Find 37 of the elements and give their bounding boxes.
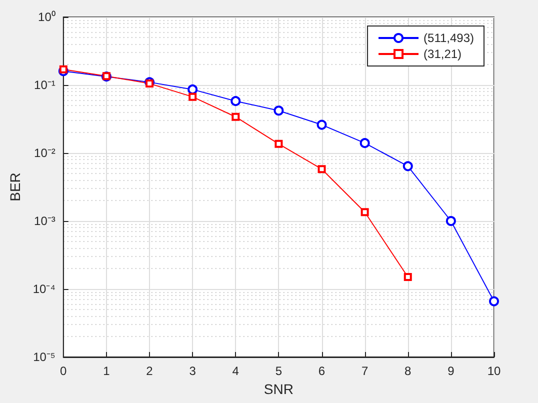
x-tick-label: 9 bbox=[448, 364, 455, 378]
x-tick-label: 5 bbox=[275, 364, 282, 378]
x-tick-label: 7 bbox=[361, 364, 368, 378]
x-tick-label: 2 bbox=[146, 364, 154, 378]
y-tick-label: 10⁻¹ bbox=[34, 78, 56, 92]
point bbox=[404, 273, 412, 282]
x-tick-label: 0 bbox=[60, 364, 68, 378]
legend-label: (31,21) bbox=[424, 47, 462, 61]
point bbox=[360, 208, 369, 216]
point bbox=[274, 106, 284, 116]
x-axis-title: SNR bbox=[264, 380, 294, 397]
point bbox=[230, 96, 241, 106]
point bbox=[232, 112, 240, 121]
y-tick-label: 10⁰ bbox=[38, 10, 56, 24]
point bbox=[446, 216, 456, 226]
x-tick-label: 8 bbox=[404, 364, 412, 378]
point bbox=[188, 92, 197, 101]
x-tick-label: 1 bbox=[103, 364, 110, 378]
x-tick-label: 3 bbox=[189, 364, 196, 378]
legend-label: (511,493) bbox=[424, 31, 474, 45]
x-tick-label: 6 bbox=[318, 364, 326, 378]
point bbox=[146, 80, 154, 88]
x-tick-label: 10 bbox=[487, 364, 501, 378]
y-axis-title: BER bbox=[7, 172, 23, 202]
point bbox=[59, 65, 68, 74]
x-tick-label: 4 bbox=[232, 364, 240, 378]
y-tick-label: 10⁻⁵ bbox=[33, 350, 56, 364]
y-tick-label: 10⁻⁴ bbox=[32, 282, 56, 296]
point bbox=[360, 138, 370, 148]
point bbox=[188, 84, 198, 94]
point bbox=[318, 165, 326, 174]
point bbox=[489, 296, 499, 306]
y-tick-label: 10⁻² bbox=[34, 146, 56, 160]
point bbox=[274, 140, 283, 148]
point bbox=[402, 161, 413, 172]
point bbox=[316, 120, 327, 130]
y-tick-label: 10⁻³ bbox=[34, 214, 56, 228]
